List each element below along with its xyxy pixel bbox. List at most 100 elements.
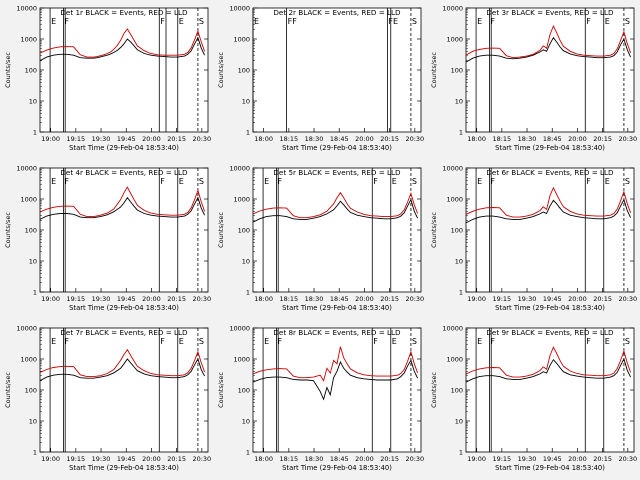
marker-label: E — [264, 177, 269, 186]
x-tick-label: 20:15 — [167, 295, 186, 303]
marker-label: S — [199, 177, 204, 186]
marker-label: S — [412, 177, 417, 186]
marker-label: E — [477, 337, 482, 346]
x-tick-label: 18:00 — [254, 135, 273, 143]
y-axis-label: Counts/sec — [4, 372, 12, 408]
x-tick-label: 18:45 — [330, 135, 349, 143]
plot-frame — [39, 327, 209, 453]
x-tick-label: 18:00 — [254, 455, 273, 463]
chart-title: Det 2r BLACK = Events, RED = LLD — [273, 8, 401, 17]
y-axis-label: Counts/sec — [217, 52, 225, 88]
marker-label: E — [254, 17, 259, 26]
x-tick-label: 19:15 — [66, 455, 85, 463]
x-tick-label: 20:00 — [568, 295, 587, 303]
y-tick-label: 1 — [459, 449, 463, 457]
x-tick-label: 20:30 — [618, 135, 637, 143]
marker-label: E — [477, 177, 482, 186]
y-tick-label: 10 — [455, 98, 463, 106]
y-tick-label: 100 — [238, 387, 250, 395]
marker-label: FE — [388, 17, 398, 26]
x-tick-label: 18:30 — [305, 295, 324, 303]
chart-title: Det 3r BLACK = Events, RED = LLD — [486, 8, 614, 17]
x-axis-label: Start Time (29-Feb-04 18:53:40) — [282, 464, 392, 472]
x-tick-label: 20:30 — [618, 455, 637, 463]
y-tick-label: 1 — [459, 129, 463, 137]
chart-panel-6: Det 6r BLACK = Events, RED = LLD 1 10 100 10… — [430, 165, 637, 313]
marker-label: F — [491, 17, 496, 26]
y-tick-label: 10000 — [16, 325, 37, 333]
x-tick-label: 19:45 — [117, 455, 136, 463]
y-axis-label: Counts/sec — [217, 372, 225, 408]
x-axis-label: Start Time (29-Feb-04 18:53:40) — [495, 304, 605, 312]
x-tick-label: 20:00 — [355, 295, 374, 303]
x-tick-label: 20:00 — [142, 135, 161, 143]
series-events-line — [39, 357, 205, 382]
y-tick-label: 10000 — [16, 5, 37, 13]
x-tick-label: 19:00 — [467, 455, 486, 463]
x-tick-label: 18:00 — [467, 135, 486, 143]
x-tick-label: 20:30 — [192, 135, 211, 143]
x-tick-label: 20:00 — [355, 455, 374, 463]
x-axis-label: Start Time (29-Feb-04 18:53:40) — [69, 144, 179, 152]
x-tick-label: 18:45 — [543, 135, 562, 143]
y-tick-label: 10000 — [442, 325, 463, 333]
marker-label: S — [199, 337, 204, 346]
series-lld-line — [39, 186, 206, 218]
marker-label: E — [392, 337, 397, 346]
y-tick-label: 100 — [451, 387, 463, 395]
x-tick-label: 20:00 — [142, 455, 161, 463]
x-tick-label: 18:45 — [330, 295, 349, 303]
x-tick-label: 18:30 — [305, 455, 324, 463]
x-axis-label: Start Time (29-Feb-04 18:53:40) — [69, 464, 179, 472]
x-tick-label: 19:15 — [492, 455, 511, 463]
y-tick-label: 1 — [246, 129, 250, 137]
y-tick-label: 1000 — [20, 36, 37, 44]
y-tick-label: 100 — [25, 387, 37, 395]
marker-label: F — [491, 337, 496, 346]
plot-frame — [252, 167, 422, 293]
y-tick-label: 1000 — [233, 356, 250, 364]
chart-panel-8: Det 8r BLACK = Events, RED = LLD 1 10 100 10… — [217, 325, 424, 473]
marker-label: E — [605, 177, 610, 186]
plot-frame — [39, 167, 209, 293]
chart-title: Det 7r BLACK = Events, RED = LLD — [60, 328, 188, 337]
x-tick-label: 19:00 — [41, 135, 60, 143]
x-tick-label: 19:00 — [41, 295, 60, 303]
x-tick-label: 20:00 — [142, 295, 161, 303]
y-axis-label: Counts/sec — [4, 52, 12, 88]
y-tick-label: 1 — [33, 289, 37, 297]
y-tick-label: 10 — [455, 418, 463, 426]
x-tick-label: 20:15 — [167, 135, 186, 143]
series-lld-line — [465, 346, 632, 378]
x-tick-label: 19:15 — [66, 135, 85, 143]
series-lld-line — [39, 348, 206, 378]
y-tick-label: 10 — [29, 258, 37, 266]
y-axis-label: Counts/sec — [4, 212, 12, 248]
chart-panel-2: Det 2r BLACK = Events, RED = LLD 1 10 100 10… — [217, 5, 424, 153]
series-lld-line — [252, 346, 419, 382]
marker-label: E — [605, 337, 610, 346]
y-tick-label: 1000 — [20, 196, 37, 204]
y-axis-label: Counts/sec — [430, 52, 438, 88]
x-tick-label: 19:45 — [543, 455, 562, 463]
y-tick-label: 1 — [246, 289, 250, 297]
marker-label: F — [373, 337, 378, 346]
chart-title: Det 9r BLACK = Events, RED = LLD — [486, 328, 614, 337]
y-tick-label: 1000 — [233, 36, 250, 44]
y-tick-label: 1 — [33, 449, 37, 457]
plot-frame — [252, 7, 422, 133]
x-tick-label: 18:15 — [279, 135, 298, 143]
chart-title: Det 1r BLACK = Events, RED = LLD — [60, 8, 188, 17]
marker-label: F — [65, 177, 70, 186]
chart-panel-3: Det 3r BLACK = Events, RED = LLD 1 10 100 10… — [430, 5, 637, 153]
chart-panel-7: Det 7r BLACK = Events, RED = LLD 1 10 100 10… — [4, 325, 211, 473]
x-tick-label: 20:30 — [405, 295, 424, 303]
x-tick-label: 19:30 — [92, 135, 111, 143]
series-events-line — [465, 198, 632, 224]
series-lld-line — [39, 28, 206, 58]
y-tick-label: 100 — [238, 67, 250, 75]
x-tick-label: 20:15 — [167, 455, 186, 463]
marker-label: E — [51, 177, 56, 186]
x-tick-label: 20:00 — [355, 135, 374, 143]
marker-label: F — [160, 17, 165, 26]
